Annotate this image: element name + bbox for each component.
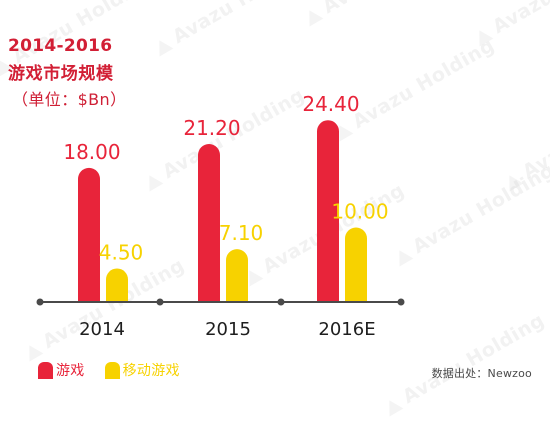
value-label-mobile-games-2014: 4.50: [99, 240, 144, 264]
legend-item-mobile-games: 移动游戏: [104, 360, 180, 380]
x-tick-label-2016e: 2016E: [318, 319, 375, 340]
value-label-mobile-games-2015: 7.10: [219, 221, 264, 245]
legend-item-games: 游戏: [38, 360, 85, 380]
value-labels-group: 18.00 21.20 24.40 4.50 7.10 10.00: [63, 92, 388, 264]
x-tick-labels-group: 2014 2015 2016E: [79, 319, 376, 340]
chart-year-range: 2014-2016: [8, 36, 113, 56]
x-axis-dot: [397, 298, 405, 306]
value-label-mobile-games-2016e: 10.00: [331, 200, 388, 224]
bar-games-2015: [198, 144, 220, 302]
x-axis-dot: [277, 298, 285, 306]
value-label-games-2015: 21.20: [183, 116, 240, 140]
data-source-note: 数据出处：Newzoo: [431, 367, 532, 380]
bar-mobile-games-2015: [226, 249, 248, 302]
bar-games-2014: [78, 167, 100, 302]
chart-unit-label: （单位：$Bn）: [12, 90, 127, 109]
x-axis-dot: [156, 298, 164, 306]
legend-label-mobile-games: 移动游戏: [122, 363, 180, 379]
value-label-games-2016e: 24.40: [302, 92, 359, 116]
chart-title: 游戏市场规模: [8, 64, 114, 84]
legend-swatch-games: [38, 361, 53, 379]
x-axis: [36, 298, 405, 306]
legend-label-games: 游戏: [56, 363, 85, 379]
x-tick-label-2014: 2014: [79, 319, 125, 340]
bar-games-2016e: [317, 120, 339, 302]
legend: 游戏 移动游戏: [38, 360, 180, 380]
value-label-games-2014: 18.00: [63, 140, 120, 164]
x-axis-dot: [36, 298, 44, 306]
x-tick-label-2015: 2015: [205, 319, 251, 340]
bars-group: [78, 120, 367, 302]
legend-swatch-mobile-games: [104, 361, 120, 379]
bar-mobile-games-2016e: [345, 227, 367, 302]
bar-mobile-games-2014: [106, 268, 128, 302]
